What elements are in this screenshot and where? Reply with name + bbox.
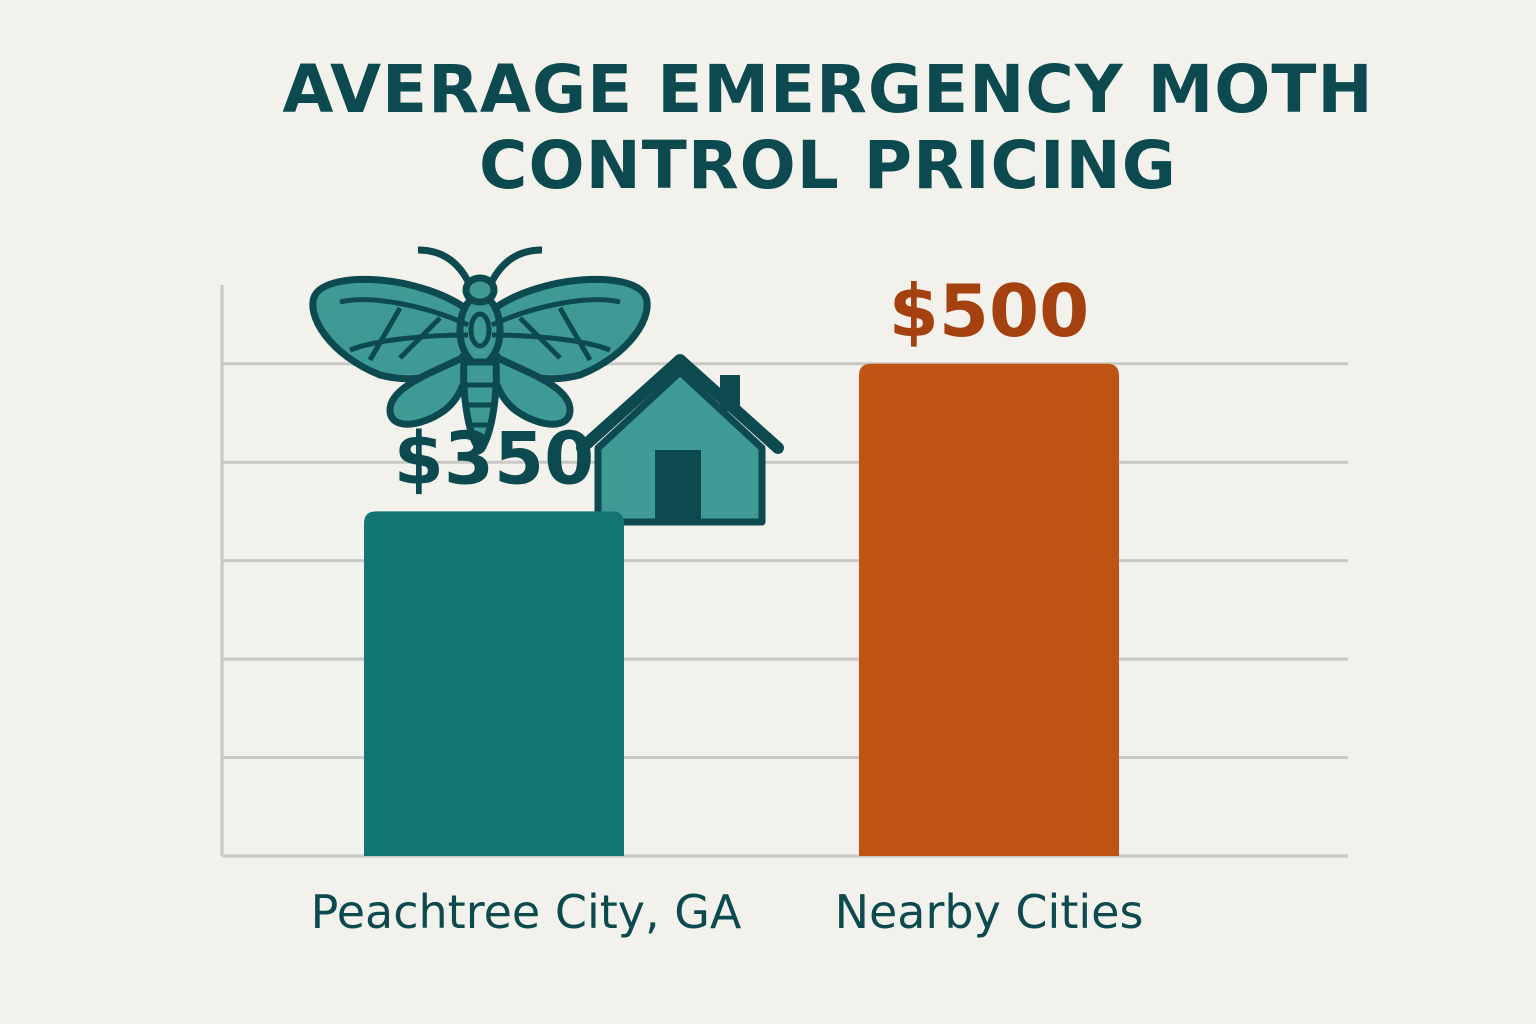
chart-title-line-1: AVERAGE EMERGENCY MOTH bbox=[282, 51, 1374, 128]
value-label-2: $500 bbox=[889, 269, 1089, 353]
chart-title-line-2: CONTROL PRICING bbox=[479, 127, 1177, 204]
bar-1 bbox=[364, 511, 624, 856]
house-icon bbox=[576, 354, 784, 526]
moth-icon bbox=[309, 246, 651, 454]
bar-2 bbox=[859, 363, 1119, 856]
chart-title: AVERAGE EMERGENCY MOTH CONTROL PRICING bbox=[0, 52, 1536, 204]
bars: $350 Peachtree City, GA $500 Nearby Cities bbox=[311, 269, 1144, 939]
value-label-1: $350 bbox=[394, 416, 594, 500]
category-label-1: Peachtree City, GA bbox=[311, 885, 742, 939]
category-label-2: Nearby Cities bbox=[835, 885, 1144, 939]
